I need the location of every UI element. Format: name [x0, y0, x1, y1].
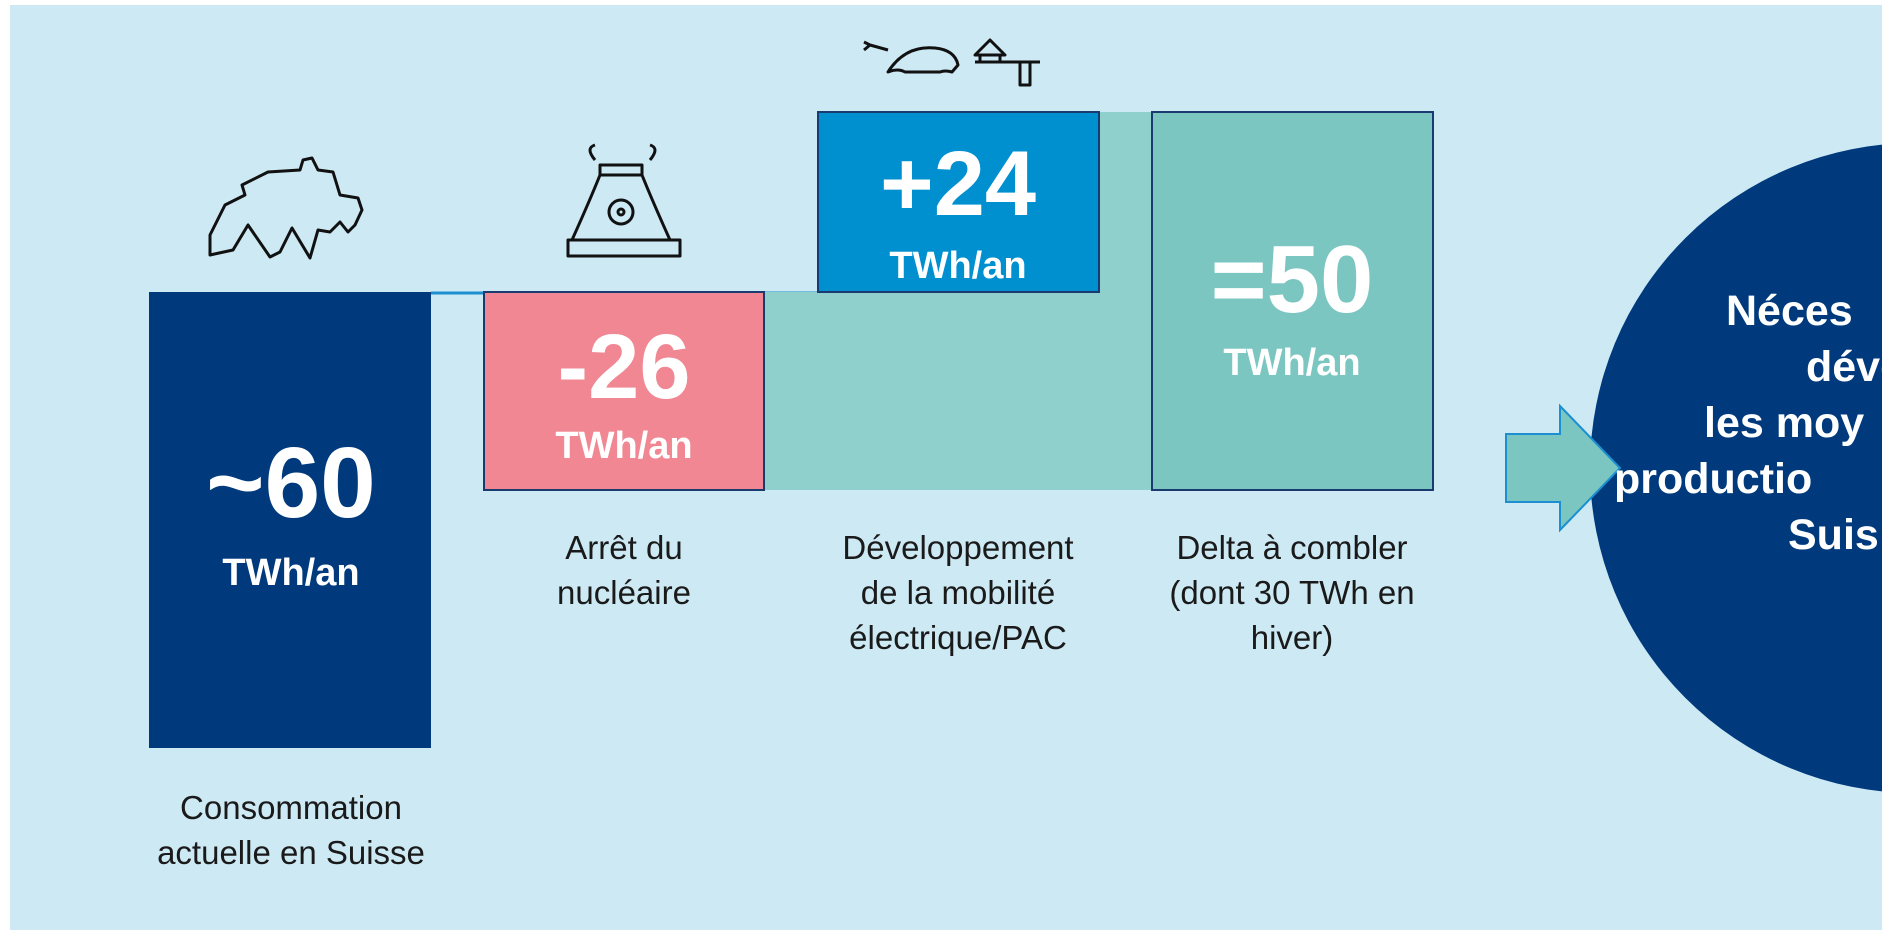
swiss-icon — [208, 156, 364, 260]
caption: hiver) — [1251, 619, 1334, 656]
conclusion-circle — [1590, 144, 1882, 792]
amount: -26 — [558, 316, 691, 418]
box-nuclear — [483, 291, 765, 491]
unit: TWh/an — [555, 425, 692, 467]
teal-band — [764, 292, 1152, 490]
conclusion-line: Suis — [1788, 511, 1879, 559]
caption: nucléaire — [557, 574, 691, 611]
teal-band — [1099, 112, 1152, 292]
caption: Consommation — [180, 789, 402, 826]
unit: TWh/an — [222, 552, 359, 594]
unit: TWh/an — [1223, 342, 1360, 384]
conclusion-line: dével — [1806, 343, 1882, 391]
caption: actuelle en Suisse — [157, 834, 425, 871]
box-delta — [1151, 111, 1434, 491]
caption: électrique/PAC — [849, 619, 1067, 656]
caption: Arrêt du — [565, 529, 682, 566]
caption: Développement — [842, 529, 1073, 566]
heatpump-icon — [973, 38, 1040, 87]
box-mobility — [817, 111, 1100, 293]
amount: ~60 — [206, 427, 376, 539]
caption: Delta à combler — [1176, 529, 1407, 566]
nuclear-icon — [566, 143, 682, 258]
box-consumption — [149, 292, 431, 748]
arrow — [1505, 403, 1622, 533]
caption: (dont 30 TWh en — [1169, 574, 1414, 611]
amount: +24 — [880, 133, 1036, 235]
amount: =50 — [1211, 226, 1374, 333]
conclusion-line: Néces — [1726, 287, 1853, 335]
conclusion-line: productio — [1614, 455, 1812, 503]
car-icon — [863, 40, 960, 74]
unit: TWh/an — [889, 245, 1026, 287]
caption: de la mobilité — [861, 574, 1055, 611]
conclusion-line: les moy — [1704, 399, 1864, 447]
